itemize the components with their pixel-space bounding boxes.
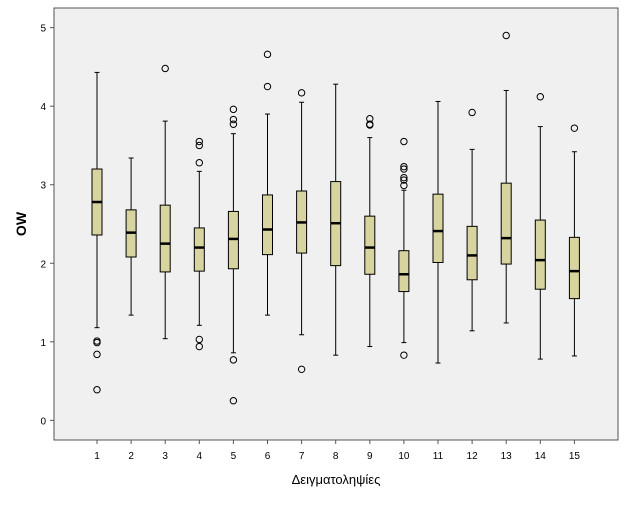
outlier-point (229, 115, 238, 124)
outlier-point (161, 64, 169, 73)
iqr-box (193, 227, 205, 272)
y-tick-label: 2 (40, 259, 46, 270)
box-plot-item (398, 137, 410, 359)
outlier-point (93, 338, 101, 347)
y-tick-label: 5 (40, 24, 46, 35)
box-plot-item (193, 137, 205, 351)
iqr-box (159, 204, 171, 273)
box-plot-item (91, 71, 103, 394)
box-plot-item (500, 31, 512, 324)
x-tick-label: 3 (162, 451, 168, 462)
outlier-point (195, 141, 204, 150)
outlier-point (400, 176, 408, 184)
box-plot-item (296, 89, 308, 374)
x-tick-label: 5 (231, 451, 237, 462)
box-plot-item (262, 50, 273, 316)
iqr-box (534, 219, 546, 290)
outlier-point (229, 120, 238, 128)
iqr-box (262, 194, 273, 256)
x-tick-label: 10 (398, 451, 410, 462)
outlier-point (297, 89, 306, 97)
box-plot-item (159, 64, 171, 340)
outlier-point (400, 165, 408, 173)
outlier-point (195, 137, 204, 146)
outlier-point (400, 173, 408, 182)
y-axis: 0 1 2 3 4 5 (40, 24, 54, 427)
x-tick-label: 4 (197, 451, 203, 462)
iqr-box (364, 215, 376, 275)
outlier-point (366, 121, 374, 129)
outlier-point (297, 365, 306, 374)
outlier-point (229, 397, 238, 405)
outlier-point (468, 108, 476, 117)
x-tick-label: 9 (367, 451, 373, 462)
iqr-box (568, 236, 580, 300)
x-tick-label: 1 (94, 451, 100, 462)
box-plot-item (432, 100, 444, 364)
outlier-point (400, 137, 408, 146)
iqr-box (432, 193, 444, 263)
outlier-point (195, 159, 204, 167)
x-tick-label: 15 (569, 451, 581, 462)
outlier-point (229, 105, 238, 114)
outlier-point (229, 356, 238, 364)
box-plot-item (364, 115, 376, 348)
outlier-point (536, 93, 544, 101)
box-series (91, 31, 580, 405)
iqr-box (466, 225, 478, 281)
y-tick-label: 1 (40, 338, 46, 349)
x-tick-label: 6 (265, 451, 271, 462)
y-tick-label: 4 (40, 102, 46, 113)
y-tick-label: 3 (40, 181, 46, 192)
box-plot-item (568, 124, 580, 357)
y-axis-label: OW (13, 211, 29, 236)
outlier-point (263, 50, 272, 59)
outlier-point (93, 386, 101, 394)
x-axis-label: Δειγματοληψίες (292, 472, 381, 487)
iqr-box (398, 250, 410, 293)
outlier-point (93, 350, 101, 359)
iqr-box (500, 182, 512, 265)
outlier-point (263, 82, 272, 91)
x-tick-label: 13 (501, 451, 513, 462)
outlier-point (195, 342, 204, 351)
box-plot-item (125, 157, 137, 316)
x-tick-label: 7 (299, 451, 305, 462)
outlier-point (400, 162, 408, 171)
outlier-point (400, 181, 408, 190)
outlier-point (195, 335, 204, 344)
x-tick-label: 11 (433, 451, 444, 462)
x-tick-label: 8 (333, 451, 339, 462)
x-axis: 1 2 3 4 5 6 7 8 9 10 11 12 13 14 15 (94, 440, 580, 462)
outlier-point (570, 124, 579, 132)
x-tick-label: 12 (467, 451, 479, 462)
box-plot-item (227, 105, 239, 405)
box-plot-item (330, 83, 342, 356)
box-plot-item (534, 93, 546, 360)
outlier-point (400, 351, 408, 359)
box-plot-item (466, 108, 478, 332)
x-tick-label: 2 (128, 451, 134, 462)
y-tick-label: 0 (40, 416, 46, 427)
x-tick-label: 14 (535, 451, 547, 462)
outlier-point (502, 31, 510, 40)
